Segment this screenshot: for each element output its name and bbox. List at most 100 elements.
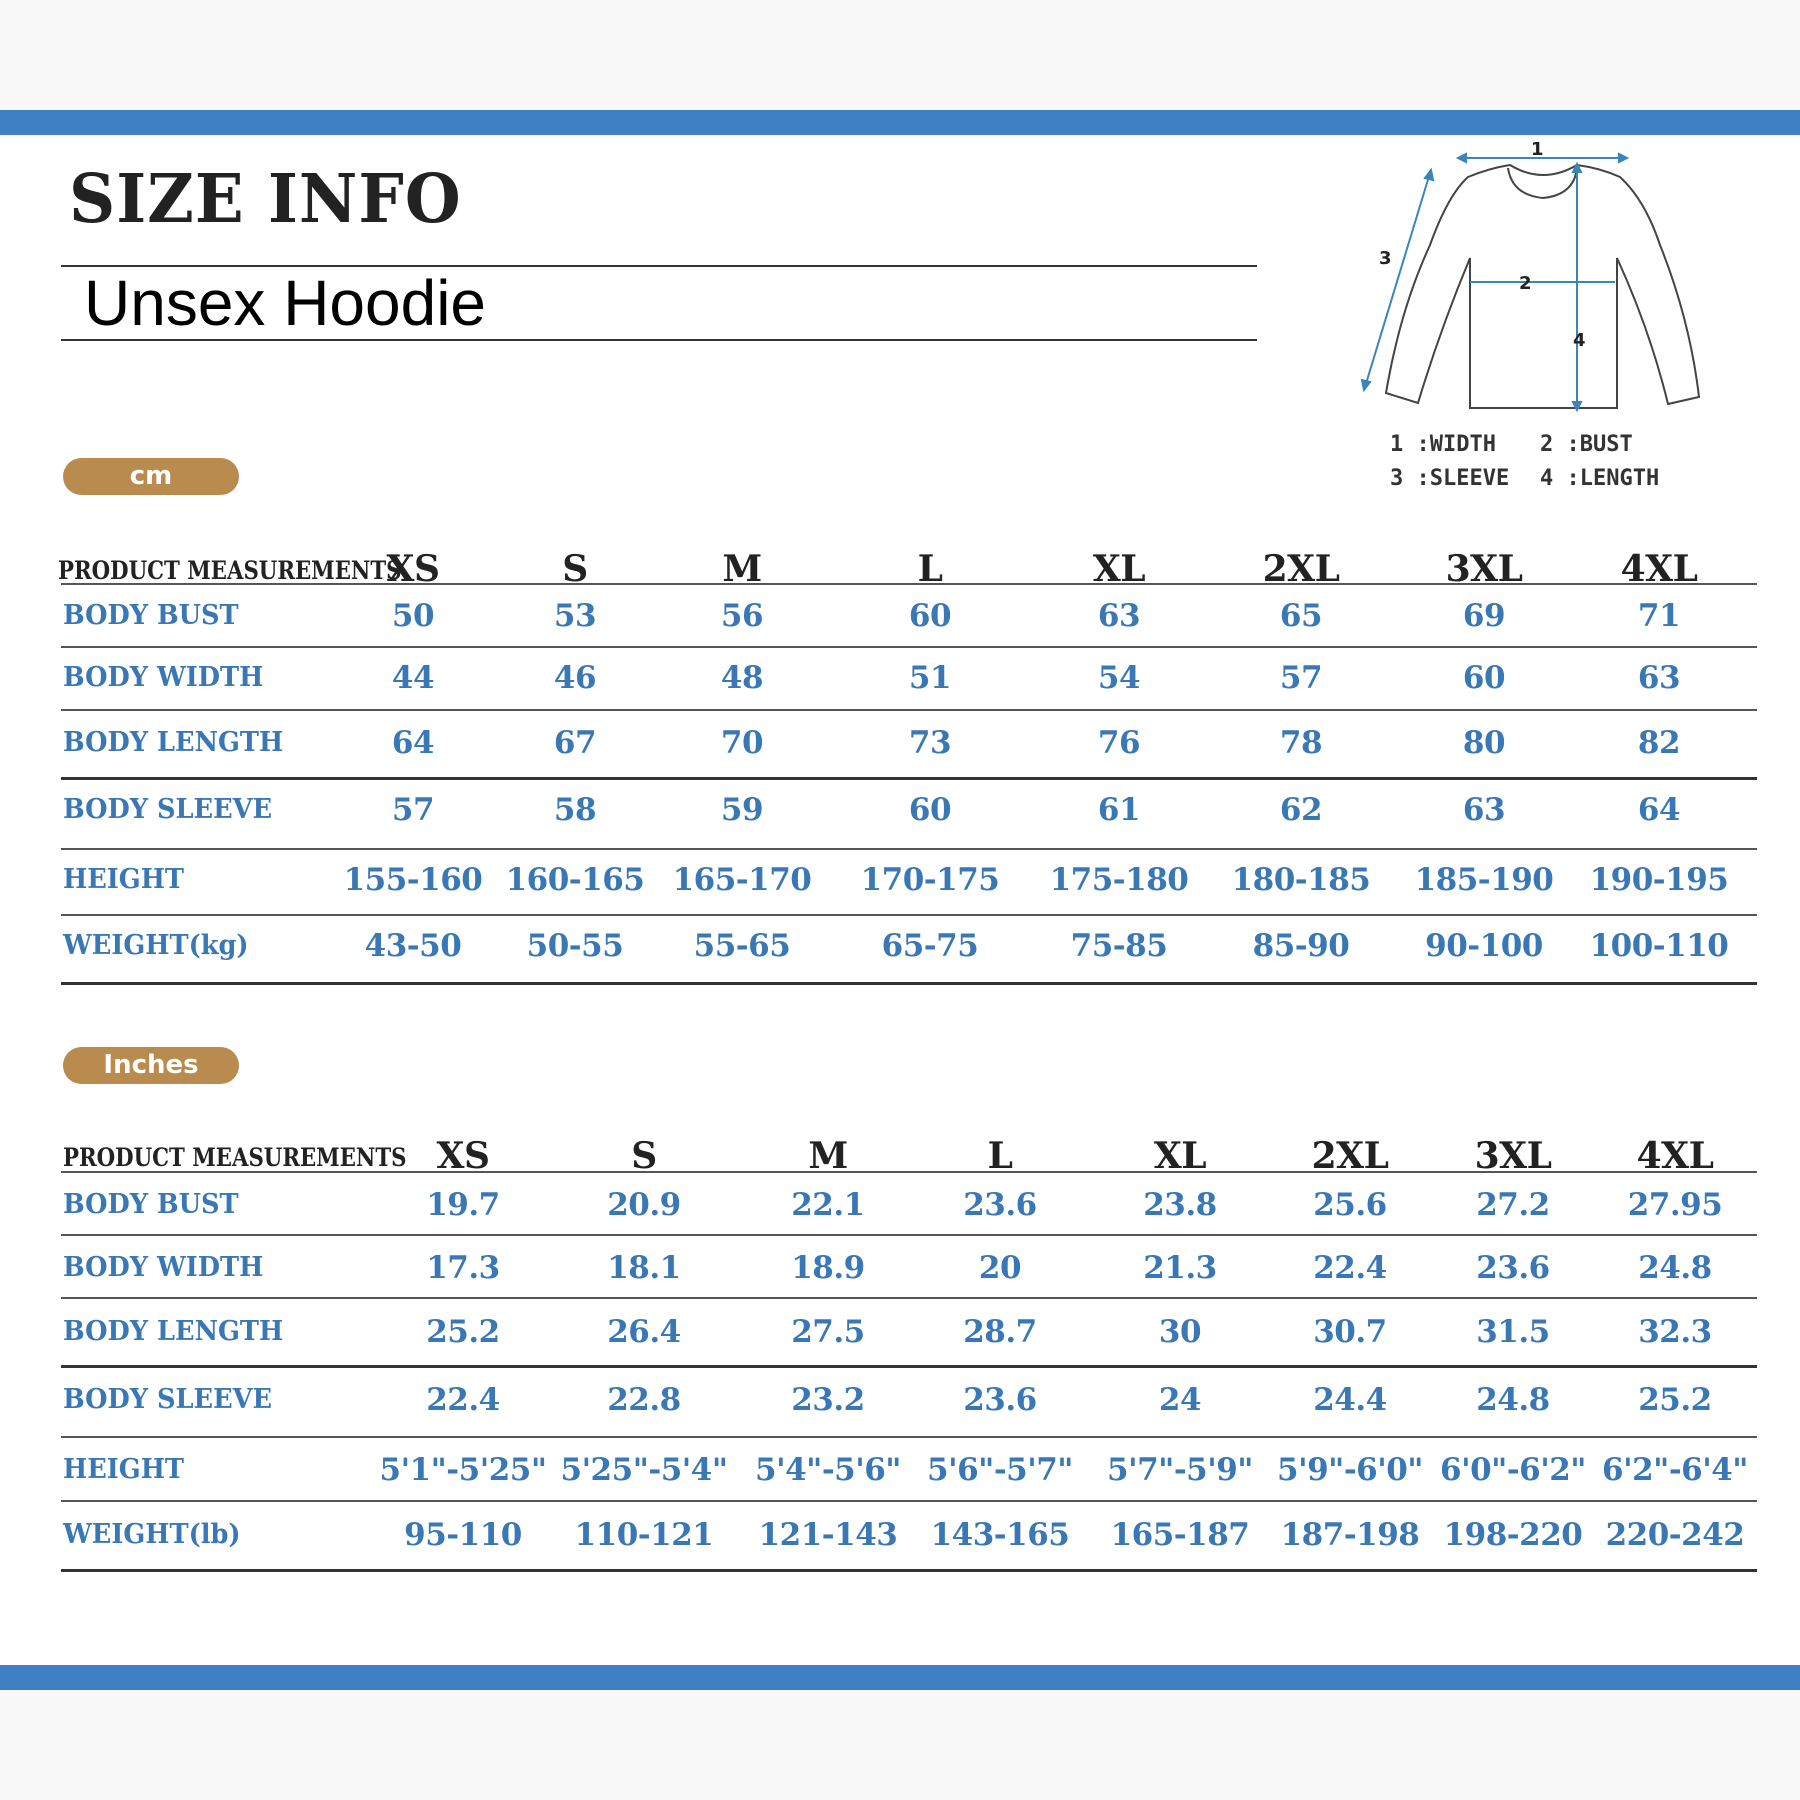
table-cell: 20.9 (607, 1187, 681, 1223)
table-cell: 22.4 (426, 1382, 500, 1418)
table-cell: 187-198 (1280, 1517, 1420, 1553)
table-cell: 21.3 (1143, 1250, 1217, 1286)
table-cell: 22.1 (791, 1187, 865, 1223)
table-cell: 63 (1097, 598, 1141, 634)
table-cell: 24.8 (1638, 1250, 1712, 1286)
top-band (0, 110, 1800, 135)
table-cell: 64 (391, 725, 435, 761)
table-cell: 22.8 (607, 1382, 681, 1418)
table-cell: 61 (1097, 792, 1141, 828)
row-divider (61, 1365, 1757, 1368)
table-cell: 50 (391, 598, 435, 634)
row-label: BODY SLEEVE (63, 794, 273, 825)
table-cell: 65 (1279, 598, 1323, 634)
table-cell: 160-165 (505, 862, 645, 898)
row-label: BODY BUST (63, 1189, 239, 1220)
table-cell: 5'6"-5'7" (927, 1452, 1073, 1488)
column-header-label: PRODUCT MEASUREMENTS (63, 1143, 407, 1172)
row-divider (61, 1569, 1757, 1572)
table-cell: 64 (1637, 792, 1681, 828)
legend-sleeve: 3 :SLEEVE (1390, 466, 1510, 491)
table-cell: 50-55 (526, 928, 624, 964)
diagram-number: 4 (1573, 330, 1586, 351)
table-cell: 78 (1279, 725, 1323, 761)
table-cell: 59 (720, 792, 764, 828)
table-cell: 80 (1462, 725, 1506, 761)
row-label: WEIGHT(lb) (63, 1519, 241, 1550)
diagram-number: 1 (1531, 139, 1544, 160)
table-cell: 56 (720, 598, 764, 634)
table-cell: 48 (720, 660, 764, 696)
unit-badge: Inches (63, 1047, 239, 1084)
table-cell: 63 (1462, 792, 1506, 828)
table-cell: 51 (908, 660, 952, 696)
table-cell: 26.4 (607, 1314, 681, 1350)
table-cell: 30.7 (1313, 1314, 1387, 1350)
table-cell: 18.9 (791, 1250, 865, 1286)
table-cell: 23.6 (963, 1382, 1037, 1418)
row-divider (61, 1171, 1757, 1173)
table-cell: 5'1"-5'25" (379, 1452, 548, 1488)
table-cell: 165-187 (1110, 1517, 1250, 1553)
row-label: BODY BUST (63, 600, 239, 631)
table-cell: 25.2 (426, 1314, 500, 1350)
unit-badge: cm (63, 458, 239, 495)
size-header: 2XL (1311, 1135, 1389, 1177)
size-header: L (987, 1135, 1013, 1177)
table-cell: 20 (978, 1250, 1022, 1286)
table-cell: 6'2"-6'4" (1602, 1452, 1748, 1488)
row-label: BODY WIDTH (63, 1252, 264, 1283)
product-name: Unsex Hoodie (84, 267, 486, 339)
row-label: BODY SLEEVE (63, 1384, 273, 1415)
table-cell: 110-121 (574, 1517, 714, 1553)
garment-diagram: 1 2 3 4 (1360, 139, 1701, 413)
table-cell: 60 (908, 598, 952, 634)
table-cell: 198-220 (1443, 1517, 1583, 1553)
table-cell: 5'4"-5'6" (755, 1452, 901, 1488)
table-cell: 22.4 (1313, 1250, 1387, 1286)
table-cell: 69 (1462, 598, 1506, 634)
table-cell: 95-110 (404, 1517, 522, 1553)
table-cell: 24 (1158, 1382, 1202, 1418)
bottom-band (0, 1665, 1800, 1690)
divider (61, 339, 1257, 341)
table-cell: 185-190 (1414, 862, 1554, 898)
table-cell: 155-160 (343, 862, 483, 898)
table-cell: 73 (908, 725, 952, 761)
table-cell: 17.3 (426, 1250, 500, 1286)
table-cell: 27.5 (791, 1314, 865, 1350)
table-cell: 32.3 (1638, 1314, 1712, 1350)
table-cell: 18.1 (607, 1250, 681, 1286)
table-cell: 85-90 (1252, 928, 1350, 964)
divider (61, 265, 1257, 267)
legend-length: 4 :LENGTH (1540, 466, 1660, 491)
table-cell: 28.7 (963, 1314, 1037, 1350)
row-label: BODY WIDTH (63, 662, 264, 693)
table-cell: 82 (1637, 725, 1681, 761)
table-cell: 75-85 (1070, 928, 1168, 964)
table-cell: 53 (553, 598, 597, 634)
row-divider (61, 646, 1757, 648)
legend-bust: 2 :BUST (1540, 432, 1633, 457)
row-label: WEIGHT(kg) (63, 930, 249, 961)
row-divider (61, 848, 1757, 850)
table-cell: 24.8 (1476, 1382, 1550, 1418)
size-header: XS (436, 1135, 490, 1177)
row-divider (61, 982, 1757, 985)
table-cell: 63 (1637, 660, 1681, 696)
table-cell: 143-165 (930, 1517, 1070, 1553)
row-label: BODY LENGTH (63, 727, 284, 758)
collar (1507, 167, 1578, 200)
table-cell: 60 (1462, 660, 1506, 696)
row-divider (61, 777, 1757, 780)
row-divider (61, 914, 1757, 916)
page-title: SIZE INFO (69, 160, 462, 239)
size-header: XL (1153, 1135, 1207, 1177)
diagram-number: 3 (1379, 248, 1392, 269)
diagram-number: 2 (1519, 273, 1532, 294)
size-header: 3XL (1474, 1135, 1552, 1177)
table-cell: 31.5 (1476, 1314, 1550, 1350)
row-label: HEIGHT (63, 864, 185, 895)
table-cell: 57 (1279, 660, 1323, 696)
table-cell: 23.8 (1143, 1187, 1217, 1223)
